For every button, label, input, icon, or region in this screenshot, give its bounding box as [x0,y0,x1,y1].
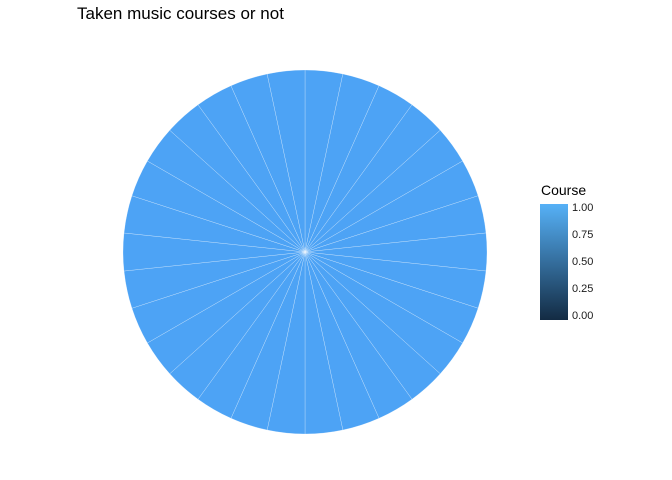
legend-gradient [540,204,568,320]
pie-slice-30 [266,69,306,253]
legend-tick-label: 0.25 [572,283,594,295]
legend-tick-label: 0.50 [572,256,594,268]
legend-title: Course [541,182,587,198]
legend-tick-label: 1.00 [572,202,594,214]
chart-title: Taken music courses or not [77,4,284,23]
legend-tick-label: 0.75 [572,229,594,241]
legend-colorbar [540,204,568,320]
legend-tick-label: 0.00 [572,310,594,322]
